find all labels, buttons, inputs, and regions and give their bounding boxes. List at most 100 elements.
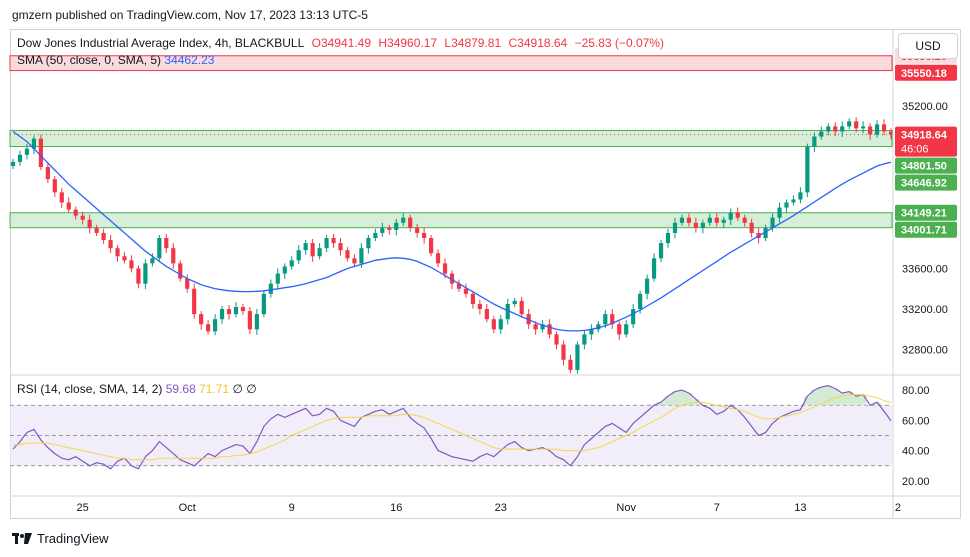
price-tag-label: 34149.21 (901, 208, 947, 220)
tradingview-logo[interactable]: TradingView (12, 531, 109, 546)
price-tag-countdown: 46:06 (901, 144, 929, 156)
candle-body (679, 217, 685, 223)
candle-body (38, 138, 43, 167)
rsi-tick-label: 40.00 (902, 446, 930, 458)
candle-body (401, 217, 406, 223)
time-tick-label: 25 (77, 502, 89, 514)
candle-body (840, 126, 845, 132)
candle-body (212, 319, 218, 332)
high-value: H34960.17 (378, 36, 438, 50)
price-tag-bg (895, 157, 957, 174)
candle-body (199, 314, 204, 325)
change-value: −25.83 (−0.07%) (574, 36, 664, 50)
candle-body (233, 307, 239, 315)
candle-body (686, 217, 692, 223)
candle-body (275, 273, 280, 284)
candle-body (226, 309, 232, 315)
candle-body (449, 273, 455, 284)
candle-body (80, 215, 85, 220)
candle-body (206, 324, 211, 332)
candle-body (240, 307, 246, 312)
close-value: C34918.64 (508, 36, 568, 50)
sma-value: 34462.23 (164, 53, 215, 67)
candle-body (422, 232, 427, 239)
candle-body (129, 260, 134, 269)
candle-body (561, 344, 566, 360)
candle-body (387, 227, 392, 230)
candle-body (171, 248, 176, 264)
candle-body (484, 309, 489, 320)
rsi-legend: RSI (14, close, SMA, 14, 2) 59.68 71.71 … (17, 382, 257, 396)
candle-body (317, 248, 322, 257)
candle-body (408, 217, 413, 228)
candle-body (164, 238, 169, 249)
price-tag-bg (895, 204, 957, 221)
price-tag-bg (895, 64, 957, 81)
price-tag-label: 35550.18 (901, 68, 947, 80)
candle-body (868, 126, 873, 135)
time-tick-label: 16 (390, 502, 402, 514)
price-tag-bg (895, 126, 957, 157)
price-tag-label: 34801.50 (901, 161, 947, 173)
candle-body (247, 311, 253, 330)
candle-body (143, 263, 148, 284)
chart-frame (10, 29, 961, 519)
candle-body (66, 202, 71, 210)
candle-body (359, 248, 364, 264)
zone-resistance-0 (9, 55, 893, 72)
time-tick-label: 7 (714, 502, 720, 514)
candle-body (261, 293, 266, 315)
candle-body (373, 232, 378, 239)
candle-body (108, 240, 113, 249)
candle-body (185, 278, 190, 289)
candle-body (874, 124, 880, 135)
candle-body (749, 222, 754, 233)
time-tick-label: Oct (179, 502, 196, 514)
candle-body (52, 179, 57, 193)
candle-body (331, 238, 336, 244)
sma-legend: SMA (50, close, 0, SMA, 5) 34462.23 (17, 53, 214, 67)
rsi-extra-1: ∅ (232, 382, 243, 396)
candle-body (282, 266, 287, 274)
price-pane (9, 55, 894, 374)
candle-body (854, 121, 859, 129)
candle-body (707, 217, 712, 223)
candle-body (631, 309, 636, 325)
candle-body (575, 344, 580, 370)
candle-body (157, 238, 162, 259)
candle-body (624, 324, 629, 335)
candle-body (303, 243, 308, 251)
rsi-tick-label: 60.00 (902, 415, 930, 427)
candle-body (345, 250, 350, 259)
candle-body (192, 288, 197, 315)
candle-body (881, 124, 887, 132)
main-legend: Dow Jones Industrial Average Index, 4h, … (17, 36, 668, 50)
rsi-tick-label: 80.00 (902, 385, 930, 397)
rsi-extra-2: ∅ (246, 382, 257, 396)
candle-body (456, 283, 462, 289)
price-tick-label: 33200.00 (902, 304, 948, 316)
zone-support-1 (9, 129, 893, 148)
candle-body (268, 283, 273, 294)
candle-body (505, 303, 510, 320)
candle-body (115, 248, 120, 257)
candle-body (178, 263, 183, 279)
time-tick-label: 2 (895, 502, 901, 514)
candle-body (17, 154, 23, 162)
candle-body (658, 243, 664, 259)
candle-body (833, 126, 838, 132)
candle-body (700, 222, 705, 228)
candle-body (352, 258, 357, 264)
candle-body (888, 131, 894, 135)
price-tag-label: 34001.71 (901, 225, 947, 237)
currency-button[interactable]: USD (898, 33, 958, 59)
candle-body (693, 222, 698, 228)
candle-body (31, 138, 36, 149)
candle-body (136, 268, 141, 284)
sma-line (12, 130, 892, 332)
candle-body (763, 227, 768, 239)
candle-body (338, 243, 343, 251)
candle-body (289, 260, 294, 267)
candle-body (101, 232, 106, 241)
